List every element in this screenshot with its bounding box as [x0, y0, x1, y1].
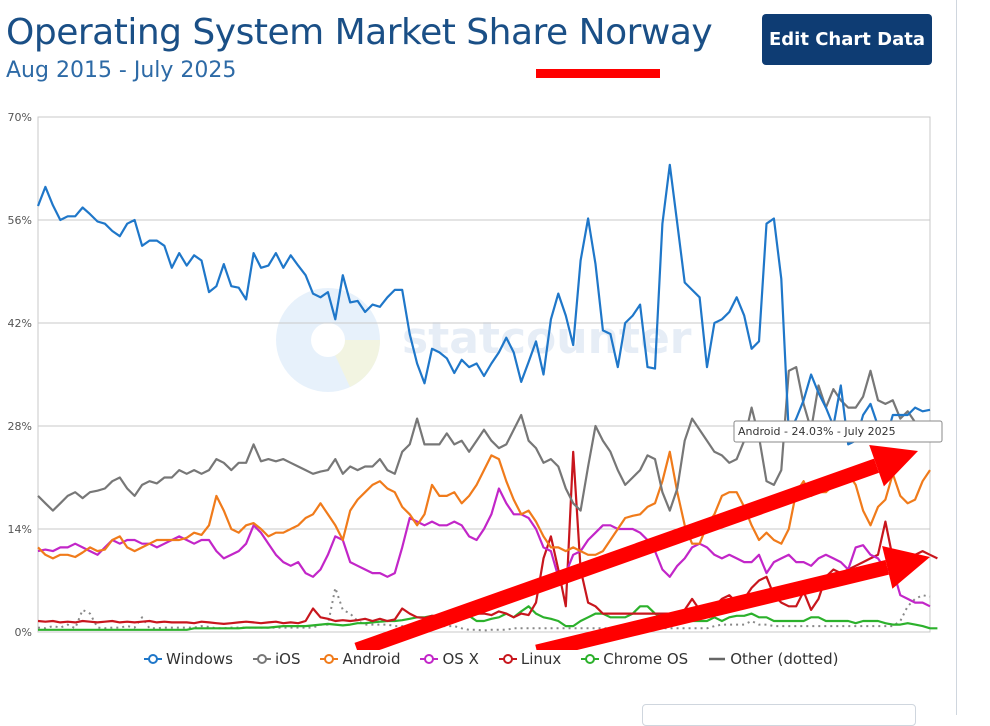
- series-linux-line: [37, 450, 938, 626]
- watermark-logo-hole: [311, 323, 345, 357]
- watermark-logo-slice: [328, 340, 380, 387]
- legend-label: Android: [342, 650, 401, 668]
- y-tick-label: 70%: [8, 111, 32, 124]
- legend-label: OS X: [442, 650, 479, 668]
- series-os-x-line: [37, 487, 931, 608]
- chart-legend: Windows iOS Android OS X Linux Chrome OS Other…: [0, 650, 990, 668]
- arrow-linux-trend: [535, 546, 930, 650]
- line-chart: statcounter 0%14%28%42%56%70% Android - …: [8, 111, 943, 650]
- legend-marker-icon: [252, 654, 271, 664]
- chart-grid: [37, 116, 931, 633]
- y-tick-label: 42%: [8, 317, 32, 330]
- legend-item-ios[interactable]: iOS: [252, 650, 301, 668]
- arrow-linux-trend-shaft: [535, 560, 889, 650]
- y-tick-label: 28%: [8, 420, 32, 433]
- tooltip-text: Android - 24.03% - July 2025: [738, 425, 896, 438]
- legend-marker-icon: [709, 657, 726, 661]
- legend-marker-icon: [144, 654, 162, 664]
- legend-label: Windows: [166, 650, 233, 668]
- series-windows-line: [36, 163, 931, 446]
- legend-item-os-x[interactable]: OS X: [420, 650, 479, 668]
- legend-item-linux[interactable]: Linux: [498, 650, 562, 668]
- legend-item-other-dotted[interactable]: Other (dotted): [708, 650, 838, 668]
- legend-label: Chrome OS: [603, 650, 689, 668]
- legend-marker-icon: [581, 654, 600, 664]
- edit-chart-data-button[interactable]: Edit Chart Data: [762, 14, 932, 65]
- legend-item-windows[interactable]: Windows: [144, 650, 233, 668]
- legend-marker-icon: [498, 654, 517, 664]
- chart-series: [36, 163, 938, 632]
- y-tick-label: 56%: [8, 214, 32, 227]
- legend-label: iOS: [274, 650, 301, 668]
- series-android-line: [37, 450, 931, 560]
- series-ios-line: [37, 366, 931, 512]
- y-axis: 0% 14% 28% 42% 56% 70%: [8, 111, 32, 639]
- page-title: Operating System Market Share Norway: [6, 12, 713, 53]
- title-underline-annotation: [536, 69, 660, 78]
- legend-marker-icon: [320, 654, 339, 664]
- annotation-overlay: Android - 24.03% - July 2025: [354, 420, 943, 650]
- y-tick-label: 14%: [8, 523, 32, 536]
- legend-label: Linux: [520, 650, 562, 668]
- legend-item-chrome-os[interactable]: Chrome OS: [581, 650, 688, 668]
- right-divider: [956, 0, 957, 715]
- arrow-android-trend-shaft: [354, 458, 880, 650]
- arrow-linux-trend-head: [882, 546, 930, 589]
- bottom-panel: [642, 704, 916, 726]
- arrow-android-trend-head: [869, 445, 918, 487]
- page-subtitle: Aug 2015 - July 2025: [6, 58, 237, 83]
- y-tick-label: 0%: [15, 626, 32, 639]
- series-chrome-os-line: [38, 605, 938, 631]
- tooltip-box: [733, 420, 943, 443]
- legend-marker-icon: [420, 654, 439, 664]
- arrow-android-trend: [354, 445, 918, 650]
- legend-item-android[interactable]: Android: [320, 650, 400, 668]
- legend-label: Other (dotted): [730, 650, 839, 668]
